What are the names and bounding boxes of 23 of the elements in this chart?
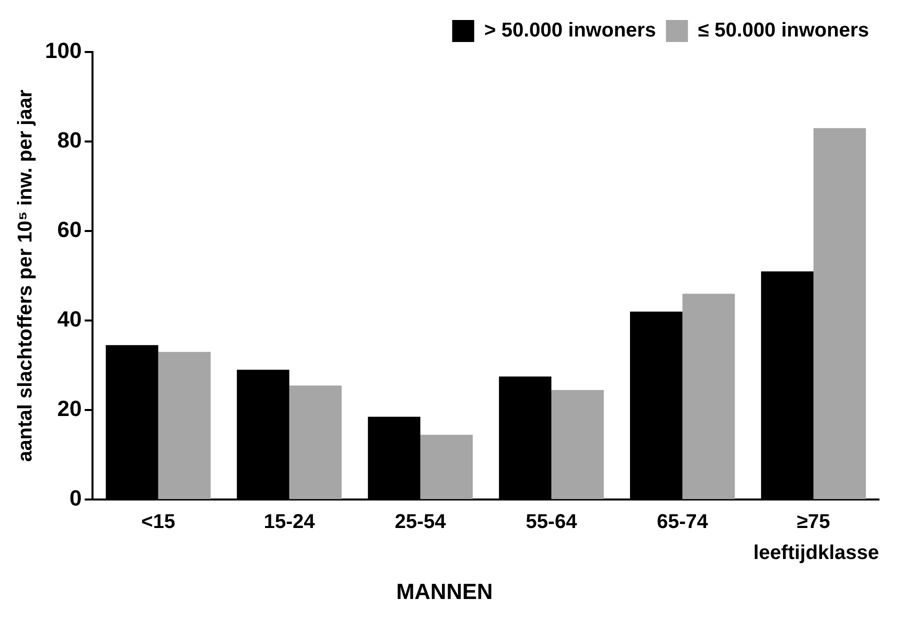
x-tick-label: ≥75 <box>796 511 830 534</box>
bar <box>289 385 342 500</box>
x-tick-label: 25-54 <box>394 511 447 534</box>
x-axis-title: leeftijdklasse <box>753 542 879 564</box>
y-axis-title: aantal slachtoffers per 10⁵ inw. per jaar <box>14 90 37 462</box>
bar <box>813 128 866 500</box>
x-tick-label: 15-24 <box>264 511 316 534</box>
bar <box>551 390 604 500</box>
x-tick-label: <15 <box>141 511 176 534</box>
x-tick-label: 55-64 <box>526 511 578 534</box>
text: MANNEN <box>396 578 493 604</box>
y-tick-label: 0 <box>69 486 82 511</box>
x-tick-label: 65-74 <box>656 511 709 534</box>
y-tick-label: 80 <box>57 128 82 153</box>
y-tick-label: 40 <box>57 306 82 332</box>
bar <box>682 294 735 500</box>
legend-label: ≤ 50.000 inwoners <box>698 20 870 42</box>
y-tick-label: 100 <box>44 38 82 64</box>
bar <box>158 352 211 500</box>
legend-label: > 50.000 inwoners <box>484 20 656 42</box>
bar <box>420 434 473 500</box>
y-tick-label: 20 <box>57 396 82 422</box>
y-tick-label: 60 <box>57 217 82 242</box>
